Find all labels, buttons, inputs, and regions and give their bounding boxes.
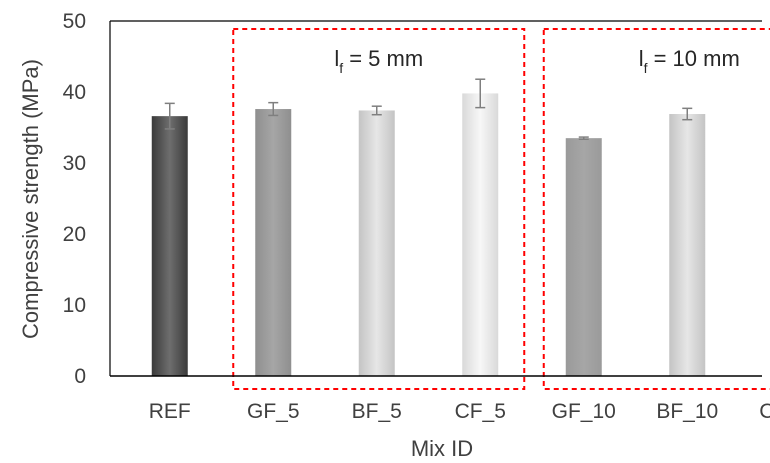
x-tick-label: GF_10	[552, 400, 616, 423]
y-tick-label: 0	[74, 365, 86, 388]
bar-bf-5	[358, 110, 395, 377]
x-tick-label: REF	[149, 400, 191, 423]
group-label-2: lf = 10 mm	[639, 46, 740, 76]
error-bars	[164, 78, 693, 140]
bar-cf-5	[462, 93, 499, 377]
y-axis-title: Compressive strength (MPa)	[18, 59, 43, 339]
bar-ref	[151, 116, 188, 376]
error-bar-bf-10	[682, 107, 693, 121]
x-tick-label: BF_5	[352, 400, 402, 423]
group-box-2	[542, 28, 770, 390]
error-bar-cf-5	[475, 78, 486, 109]
y-tick-label: 40	[63, 81, 86, 104]
x-axis-title: Mix ID	[411, 436, 473, 461]
y-tick-label: 10	[63, 294, 86, 317]
error-bar-gf-10	[578, 136, 589, 140]
bars	[151, 93, 706, 377]
x-tick-label: GF_5	[247, 400, 300, 423]
error-bar-gf-5	[268, 101, 279, 117]
y-tick-label: 50	[63, 10, 86, 33]
x-tick-label: CF_5	[455, 400, 506, 423]
bar-bf-10	[669, 114, 706, 376]
x-axis-ticks: REF GF_5 BF_5 CF_5 GF_10 BF_10 CF_10	[149, 400, 770, 423]
group-label-1: lf = 5 mm	[334, 46, 423, 76]
y-axis-ticks: 0 10 20 30 40 50	[63, 10, 86, 388]
error-bar-ref	[164, 102, 175, 130]
error-bar-bf-5	[371, 105, 382, 116]
bar-gf-5	[255, 109, 292, 376]
y-tick-label: 30	[63, 152, 86, 175]
x-tick-label: CF_10	[759, 400, 770, 423]
group-box-1	[232, 28, 526, 390]
bar-gf-10	[565, 138, 602, 376]
group-boxes: lf = 5 mm lf = 10 mm	[232, 28, 770, 390]
y-tick-label: 20	[63, 223, 86, 246]
x-tick-label: BF_10	[656, 400, 718, 423]
